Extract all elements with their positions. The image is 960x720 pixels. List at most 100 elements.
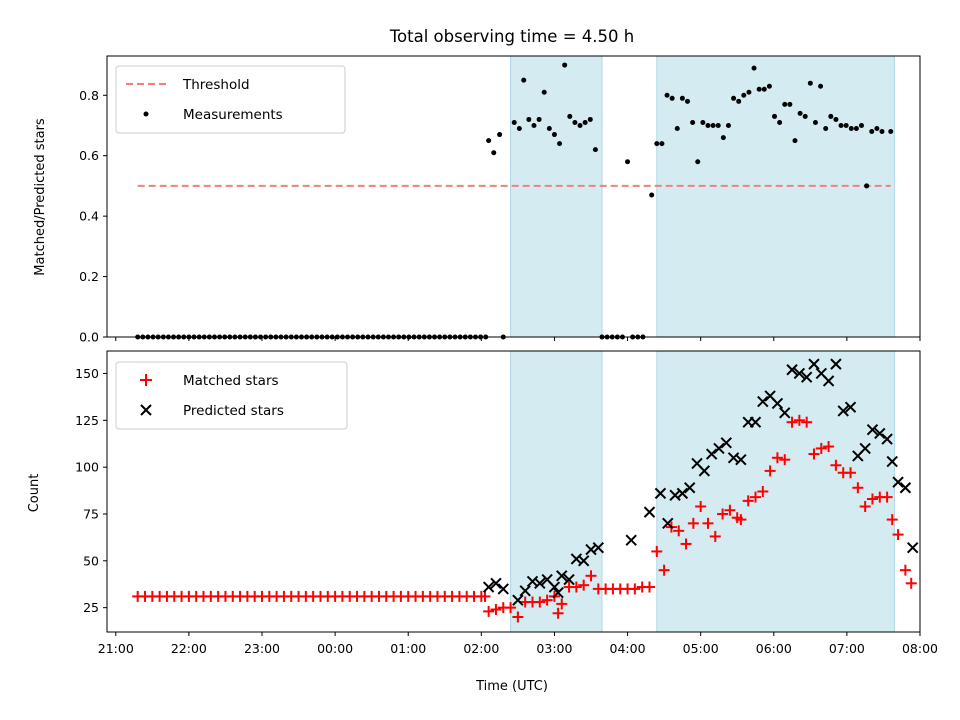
x-tick-label: 08:00 — [902, 641, 938, 656]
predicted-star-point — [563, 573, 575, 586]
x-tick-label: 07:00 — [829, 641, 865, 656]
measurement-point — [521, 77, 527, 83]
measurement-point — [818, 83, 824, 89]
matched-star-point — [479, 590, 491, 602]
measurement-point — [695, 159, 701, 165]
measurement-point — [874, 126, 880, 132]
predicted-star-point — [662, 517, 674, 530]
y-tick-label: 0.4 — [79, 209, 99, 224]
matched-star-point — [724, 504, 736, 516]
measurement-point — [807, 80, 813, 86]
measurement-point — [792, 138, 798, 144]
predicted-star-point — [705, 448, 718, 460]
bottom-panel: 25 50 75 100 125 150 21:00 22:00 23:00 00:00 01:0… — [27, 350, 938, 694]
matched-star-point — [534, 596, 546, 608]
matched-star-point — [786, 416, 798, 428]
measurement-point — [766, 83, 772, 89]
measurement-point — [685, 98, 691, 104]
predicted-star-point — [830, 358, 842, 370]
measurement-point — [853, 126, 859, 132]
predicted-star-point — [683, 482, 696, 494]
shaded-span — [510, 55, 603, 338]
predicted-star-point — [592, 541, 605, 554]
matched-star-point — [779, 454, 791, 466]
predicted-star-point — [534, 577, 546, 590]
measurements-legend-swatch — [143, 111, 149, 117]
matched-star-point — [541, 594, 553, 606]
measurement-point — [731, 95, 737, 101]
bottom-y-axis-label: Count — [27, 474, 42, 513]
matched-star-point — [643, 581, 655, 593]
measurement-point — [725, 122, 731, 128]
matched-star-point — [585, 570, 597, 582]
predicted-star-point — [720, 437, 732, 449]
predicted-star-point — [866, 423, 879, 436]
measurement-point — [587, 116, 593, 122]
predicted-star-point — [808, 358, 820, 370]
matched-star-point — [845, 467, 857, 479]
bottom-legend-box — [115, 361, 348, 430]
matched-stars-legend-swatch — [140, 374, 152, 386]
matched-star-point — [866, 493, 878, 505]
measurement-point — [567, 113, 573, 119]
predicted-star-point — [654, 487, 667, 500]
y-tick-label: 25 — [83, 600, 99, 615]
matched-star-point — [892, 529, 904, 541]
x-tick-label: 00:00 — [317, 641, 353, 656]
matched-star-point — [651, 545, 663, 557]
matched-star-point — [717, 508, 729, 520]
measurement-point — [812, 119, 818, 125]
predicted-star-point — [837, 405, 849, 417]
top-y-ticks: 0.0 0.2 0.4 0.6 0.8 — [79, 88, 107, 345]
predicted-star-point — [490, 577, 502, 590]
measurement-point — [741, 92, 747, 98]
matched-star-point — [801, 416, 813, 428]
predicted-star-point — [892, 476, 904, 488]
measurement-point — [669, 95, 675, 101]
matched-star-point — [570, 581, 582, 593]
matched-star-point — [483, 605, 495, 617]
measurement-point — [736, 98, 742, 104]
matched-stars-legend-label: Matched stars — [183, 373, 279, 389]
measurement-point — [838, 122, 844, 128]
measurement-point — [516, 126, 522, 132]
measurement-point — [497, 132, 503, 138]
matched-star-point — [886, 514, 898, 526]
matched-star-point — [852, 482, 864, 494]
measurement-point — [536, 116, 542, 122]
y-tick-label: 0.8 — [79, 88, 99, 103]
measurement-point — [828, 113, 834, 119]
chart-title: Total observing time = 4.50 h — [389, 27, 634, 46]
bottom-axes-frame — [106, 350, 921, 633]
matched-star-point — [552, 607, 564, 619]
matched-star-point — [629, 583, 641, 595]
predicted-star-point — [874, 427, 886, 440]
matched-star-point — [749, 491, 761, 503]
measurement-point — [654, 141, 660, 147]
measurement-point — [848, 126, 854, 132]
predicted-star-point — [625, 534, 637, 546]
top-legend-box — [115, 65, 346, 134]
predicted-star-point — [512, 594, 524, 606]
matched-star-point — [742, 495, 754, 507]
matched-star-point — [687, 517, 699, 529]
measurement-point — [823, 126, 829, 132]
measurement-point — [797, 110, 803, 116]
top-shaded-regions — [510, 55, 895, 338]
measurement-point — [700, 119, 706, 125]
predicted-star-point — [822, 375, 835, 387]
matched-star-point — [881, 491, 893, 503]
x-tick-label: 06:00 — [756, 641, 792, 656]
y-tick-label: 150 — [75, 366, 99, 381]
x-tick-label: 21:00 — [98, 641, 134, 656]
measurement-point — [843, 122, 849, 128]
measurement-point — [557, 141, 563, 147]
predicted-star-point — [643, 506, 656, 518]
predicted-star-point — [757, 395, 769, 408]
measurement-point — [511, 119, 517, 125]
measurement-point — [705, 122, 711, 128]
matched-star-point — [673, 525, 685, 537]
y-tick-label: 75 — [83, 506, 99, 521]
measurement-point — [787, 101, 793, 107]
